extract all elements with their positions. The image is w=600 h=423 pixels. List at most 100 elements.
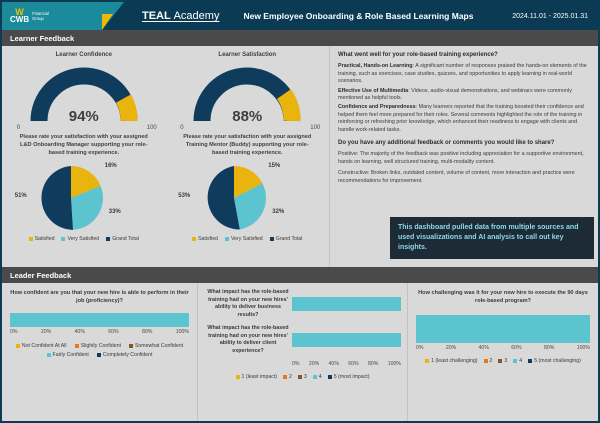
cwb-logo: W CWB Financial Group	[2, 2, 102, 30]
legend-swatch-2	[283, 375, 288, 379]
brand-teal: TEAL	[142, 10, 171, 22]
x-tick: 60%	[108, 329, 119, 335]
section-header-leader-feedback: Leader Feedback	[2, 267, 598, 283]
legend-swatch-5	[327, 375, 332, 379]
feedback-text-1: : A significant number of responses prai…	[338, 63, 587, 85]
pie-label-grand-total: 53%	[178, 193, 191, 199]
feedback-paragraph-4: Positive: The majority of the feedback w…	[338, 151, 584, 165]
legend-label: Fairly Confident	[52, 352, 89, 358]
x-axis-ticks: 0% 20% 40% 60% 80% 100%	[292, 361, 401, 367]
x-tick: 100%	[576, 345, 590, 351]
legend-item: Satisfied	[28, 236, 55, 242]
app-header: W CWB Financial Group TEAL Academy New E…	[2, 2, 598, 30]
legend-label: 3	[504, 358, 508, 364]
gauge-arc-svg	[193, 67, 301, 122]
x-tick: 0%	[10, 329, 18, 335]
legend-swatch-satisfied	[28, 237, 33, 241]
legend-label: 5 (most impact)	[333, 374, 370, 380]
logo-group-text: Group	[32, 16, 44, 21]
legend-swatch-3	[498, 359, 503, 363]
bar-row-label: What impact has the role-based training …	[207, 289, 289, 318]
brand-academy: Academy	[173, 10, 220, 22]
feedback-text-2: : Videos, audio-visual demonstrations, a…	[338, 87, 572, 102]
gauge-min-label: 0	[16, 125, 21, 131]
legend-swatch-completely-confident	[96, 353, 101, 357]
legend-swatch-5	[528, 359, 533, 363]
chart-legend: 1 (least challenging) 2 3 4 5 (most chal…	[416, 358, 590, 364]
feedback-label-1: Practical, Hands-on Learning	[338, 63, 413, 70]
gauge-caption: Please rate your satisfaction with your …	[19, 134, 148, 156]
bar-fill-fairly-confident	[10, 313, 189, 327]
feedback-label-2: Effective Use of Multimedia	[338, 87, 409, 94]
legend-label: Grand Total	[112, 236, 139, 242]
x-tick: 40%	[328, 361, 339, 367]
x-tick: 100%	[387, 361, 401, 367]
legend-item: Satisfied	[192, 236, 218, 242]
learner-text-panel: What went well for your role-based train…	[330, 46, 598, 267]
x-tick: 100%	[175, 329, 189, 335]
feedback-question-2: Do you have any additional feedback or c…	[338, 140, 555, 147]
legend-label: 2	[489, 358, 493, 364]
legend-label: 1 (least challenging)	[431, 358, 478, 364]
legend-swatch-fairly-confident	[46, 353, 51, 357]
legend-item: 5 (most challenging)	[528, 358, 581, 364]
gauge-min-label: 0	[180, 125, 184, 131]
gauge-value-label: 94%	[68, 108, 99, 125]
gauge-row: Learner Confidence 94% 0 100 Please rate…	[2, 46, 329, 157]
pie-label-satisfied: 15%	[268, 163, 281, 169]
legend-label: 2	[289, 374, 292, 380]
feedback-question-1: What went well for your role-based train…	[338, 52, 498, 58]
legend-swatch-very-satisfied	[61, 237, 66, 241]
x-axis-ticks: 0% 20% 40% 60% 80% 100%	[416, 345, 590, 351]
legend-label: Grand Total	[275, 236, 303, 242]
learner-feedback-body: Learner Confidence 94% 0 100 Please rate…	[2, 46, 598, 267]
chart-legend: Not Confident At All Slightly Confident …	[10, 343, 189, 358]
legend-label: 1 (least impact)	[241, 374, 278, 380]
x-tick: 20%	[445, 345, 457, 351]
pie-row: 16% 33% 51% Satisfied Very Satisfied Gra…	[2, 157, 329, 242]
legend-swatch-1	[425, 359, 430, 363]
legend-item: 3	[297, 374, 307, 380]
x-tick: 80%	[367, 361, 379, 367]
legend-item: 4	[312, 374, 322, 380]
x-tick: 40%	[478, 345, 489, 351]
pie-label-very-satisfied: 33%	[108, 209, 121, 215]
legend-swatch-2	[483, 359, 488, 363]
pie-svg	[207, 166, 267, 230]
insight-callout-box: This dashboard pulled data from multiple…	[390, 217, 594, 259]
legend-swatch-grand-total	[106, 237, 111, 241]
legend-item: Grand Total	[269, 236, 303, 242]
legend-item: Completely Confident	[96, 352, 152, 358]
pie-legend: Satisfied Very Satisfied Grand Total	[2, 236, 166, 242]
chart-legend: 1 (least impact) 2 3 4 5 (most impact)	[204, 374, 401, 380]
legend-label: Somewhat Confident	[134, 343, 184, 349]
gauge-learner-confidence: Learner Confidence 94% 0 100 Please rate…	[2, 52, 166, 157]
feedback-label-3: Confidence and Preparedness	[338, 104, 416, 111]
legend-label: Not Confident At All	[21, 343, 67, 349]
bar-track	[292, 297, 401, 311]
bar-fill-level-4	[416, 315, 590, 343]
legend-swatch-4	[312, 375, 317, 379]
gauge-arc-svg	[30, 67, 138, 122]
bar-track	[10, 313, 189, 327]
legend-item: Fairly Confident	[46, 352, 89, 358]
legend-label: Satisfied	[34, 236, 55, 242]
bar-row-client-experience: What impact has the role-based training …	[204, 325, 401, 355]
pie-legend: Satisfied Very Satisfied Grand Total	[166, 236, 330, 242]
bar-fill-client-experience	[292, 333, 401, 347]
x-tick: 0%	[416, 345, 424, 351]
x-axis-ticks: 0% 20% 40% 60% 80% 100%	[10, 329, 189, 335]
gauge-title: Learner Confidence	[55, 52, 112, 58]
legend-item: 2	[483, 358, 493, 364]
legend-swatch-3	[297, 375, 302, 379]
page-title: New Employee Onboarding & Role Based Lea…	[243, 11, 474, 21]
legend-label: 3	[303, 374, 307, 380]
pie-label-grand-total: 51%	[14, 193, 27, 199]
legend-swatch-grand-total	[269, 237, 274, 241]
x-tick: 60%	[511, 345, 522, 351]
feedback-text-3: : Many learners reported that the traini…	[338, 104, 584, 133]
x-tick: 80%	[141, 329, 153, 335]
legend-item: Very Satisfied	[61, 236, 99, 242]
gauge-value-label: 88%	[232, 108, 263, 125]
legend-item: 1 (least impact)	[235, 374, 278, 380]
